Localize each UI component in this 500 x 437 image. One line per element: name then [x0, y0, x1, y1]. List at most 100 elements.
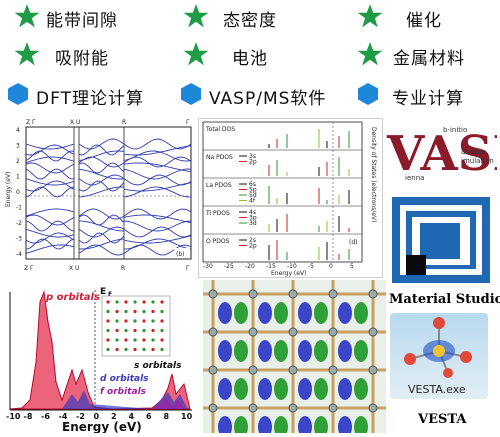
hexagon-icon [8, 83, 28, 105]
vesta-file-name: VESTA.exe [408, 383, 466, 396]
inset-atom [133, 309, 137, 314]
dos-legend-label: 4f [249, 198, 256, 205]
orbital-lobe [298, 378, 312, 400]
band-curve [123, 214, 192, 224]
band-curve [123, 182, 192, 192]
dos-legend-label: 4s [249, 209, 256, 216]
band-curve [79, 238, 125, 250]
dos-row-title: Total DOS [205, 126, 235, 133]
lattice-node [368, 289, 378, 299]
inset-atom [151, 347, 155, 352]
band-curve [78, 208, 125, 220]
band-ytick: 1 [16, 174, 20, 181]
orbital-lobe [234, 416, 248, 437]
feature-label: VASP/MS软件 [209, 89, 327, 109]
dos-row-title: O PDOS [206, 238, 230, 245]
vesta-caption: VESTA [418, 412, 467, 427]
inset-atom [160, 309, 164, 314]
dos-xtick: -20 [245, 263, 255, 270]
lattice-node [208, 403, 218, 413]
orbital-lobe [298, 302, 312, 324]
inset-atom [124, 309, 128, 314]
inset-atom [115, 300, 119, 304]
lattice-node [208, 365, 218, 375]
inset-atom [160, 328, 164, 333]
inset-atom [115, 328, 119, 333]
orbital-lobe [218, 416, 232, 437]
lattice-node [368, 365, 378, 375]
crystal-lattice-svg [203, 280, 386, 437]
band-structure-svg: Energy (eV) 4 3 2 1 0 -1 -2 -3 -4 Z Γ X U R Γ Z … [5, 119, 192, 272]
orbital-xtick: 2 [111, 412, 117, 421]
orbital-lobe [258, 340, 272, 362]
hexagon-icon [181, 83, 201, 105]
orbital-lobe [234, 302, 248, 324]
band-ytick: -3 [16, 236, 22, 243]
vasp-logo-letters: VASP [386, 126, 497, 182]
band-curve [25, 244, 75, 254]
inset-atom [133, 300, 137, 304]
inset-atom [133, 319, 137, 323]
feature-label: 催化 [406, 11, 442, 31]
inset-atom [124, 338, 128, 342]
band-curve [78, 232, 125, 244]
band-curve [78, 174, 125, 186]
vesta-logo: VESTA.exe [390, 313, 488, 399]
material-studio-caption: Material Studio [389, 292, 500, 307]
feature-label: 能带间隙 [46, 11, 118, 31]
band-k-label: Z Γ [26, 119, 36, 126]
band-structure-plot: Energy (eV) 4 3 2 1 0 -1 -2 -3 -4 Z Γ X U R Γ Z … [2, 118, 195, 276]
band-panel-tag: (b) [176, 251, 185, 258]
dos-legend-label: 5d [249, 192, 257, 199]
feature-label: 专业计算 [392, 89, 464, 109]
orbital-lobe [298, 416, 312, 437]
star-icon [357, 42, 383, 66]
band-curve [123, 156, 192, 168]
band-ylabel: Energy (eV) [5, 172, 12, 207]
orbital-xtick: 8 [164, 412, 170, 421]
band-ytick: -4 [16, 251, 22, 258]
material-studio-logo [392, 197, 490, 283]
vasp-logo: VASP b-initio ackage imulation ienna [385, 118, 500, 190]
orbital-lobe [314, 302, 328, 324]
orbital-dos-svg: p orbitals E F s orbitals d orbitals f o… [6, 287, 193, 434]
band-k-label: R [122, 119, 126, 126]
band-ytick: 3 [16, 143, 20, 150]
dos-legend-label: 3s [249, 153, 256, 160]
lattice-node [368, 327, 378, 337]
orbital-lobe [218, 340, 232, 362]
band-curve [25, 150, 75, 162]
band-curve [78, 214, 125, 226]
lattice-node [248, 365, 258, 375]
band-k-label: Z Γ [24, 265, 34, 272]
orbital-lobe [234, 378, 248, 400]
inset-atom [160, 347, 164, 352]
inset-atom [124, 319, 128, 323]
band-curve [25, 162, 75, 174]
lattice-node [248, 327, 258, 337]
band-ytick: -1 [16, 205, 22, 212]
dos-legend-label: 5p [249, 187, 257, 194]
dos-xtick: -10 [287, 263, 297, 270]
orbital-lobe [298, 340, 312, 362]
orbital-lobe [314, 340, 328, 362]
band-curve [78, 244, 125, 256]
inset-atom [142, 338, 146, 342]
inset-atom [115, 309, 119, 314]
p-orbital-label: p orbitals [45, 292, 100, 303]
orbital-xtick: 10 [181, 412, 193, 421]
orbital-lobe [274, 302, 288, 324]
band-curve [25, 180, 75, 192]
star-icon [14, 4, 40, 28]
orbital-lobe [314, 416, 328, 437]
inset-atom [142, 347, 146, 352]
lattice-node [328, 289, 338, 299]
d-orbital-label: d orbitals [100, 374, 149, 384]
star-icon [183, 42, 209, 66]
inset-atom [142, 300, 146, 304]
orbital-lobe [354, 416, 368, 437]
band-k-label: X U [70, 119, 80, 126]
band-curve [78, 162, 125, 174]
band-curve [25, 186, 75, 198]
